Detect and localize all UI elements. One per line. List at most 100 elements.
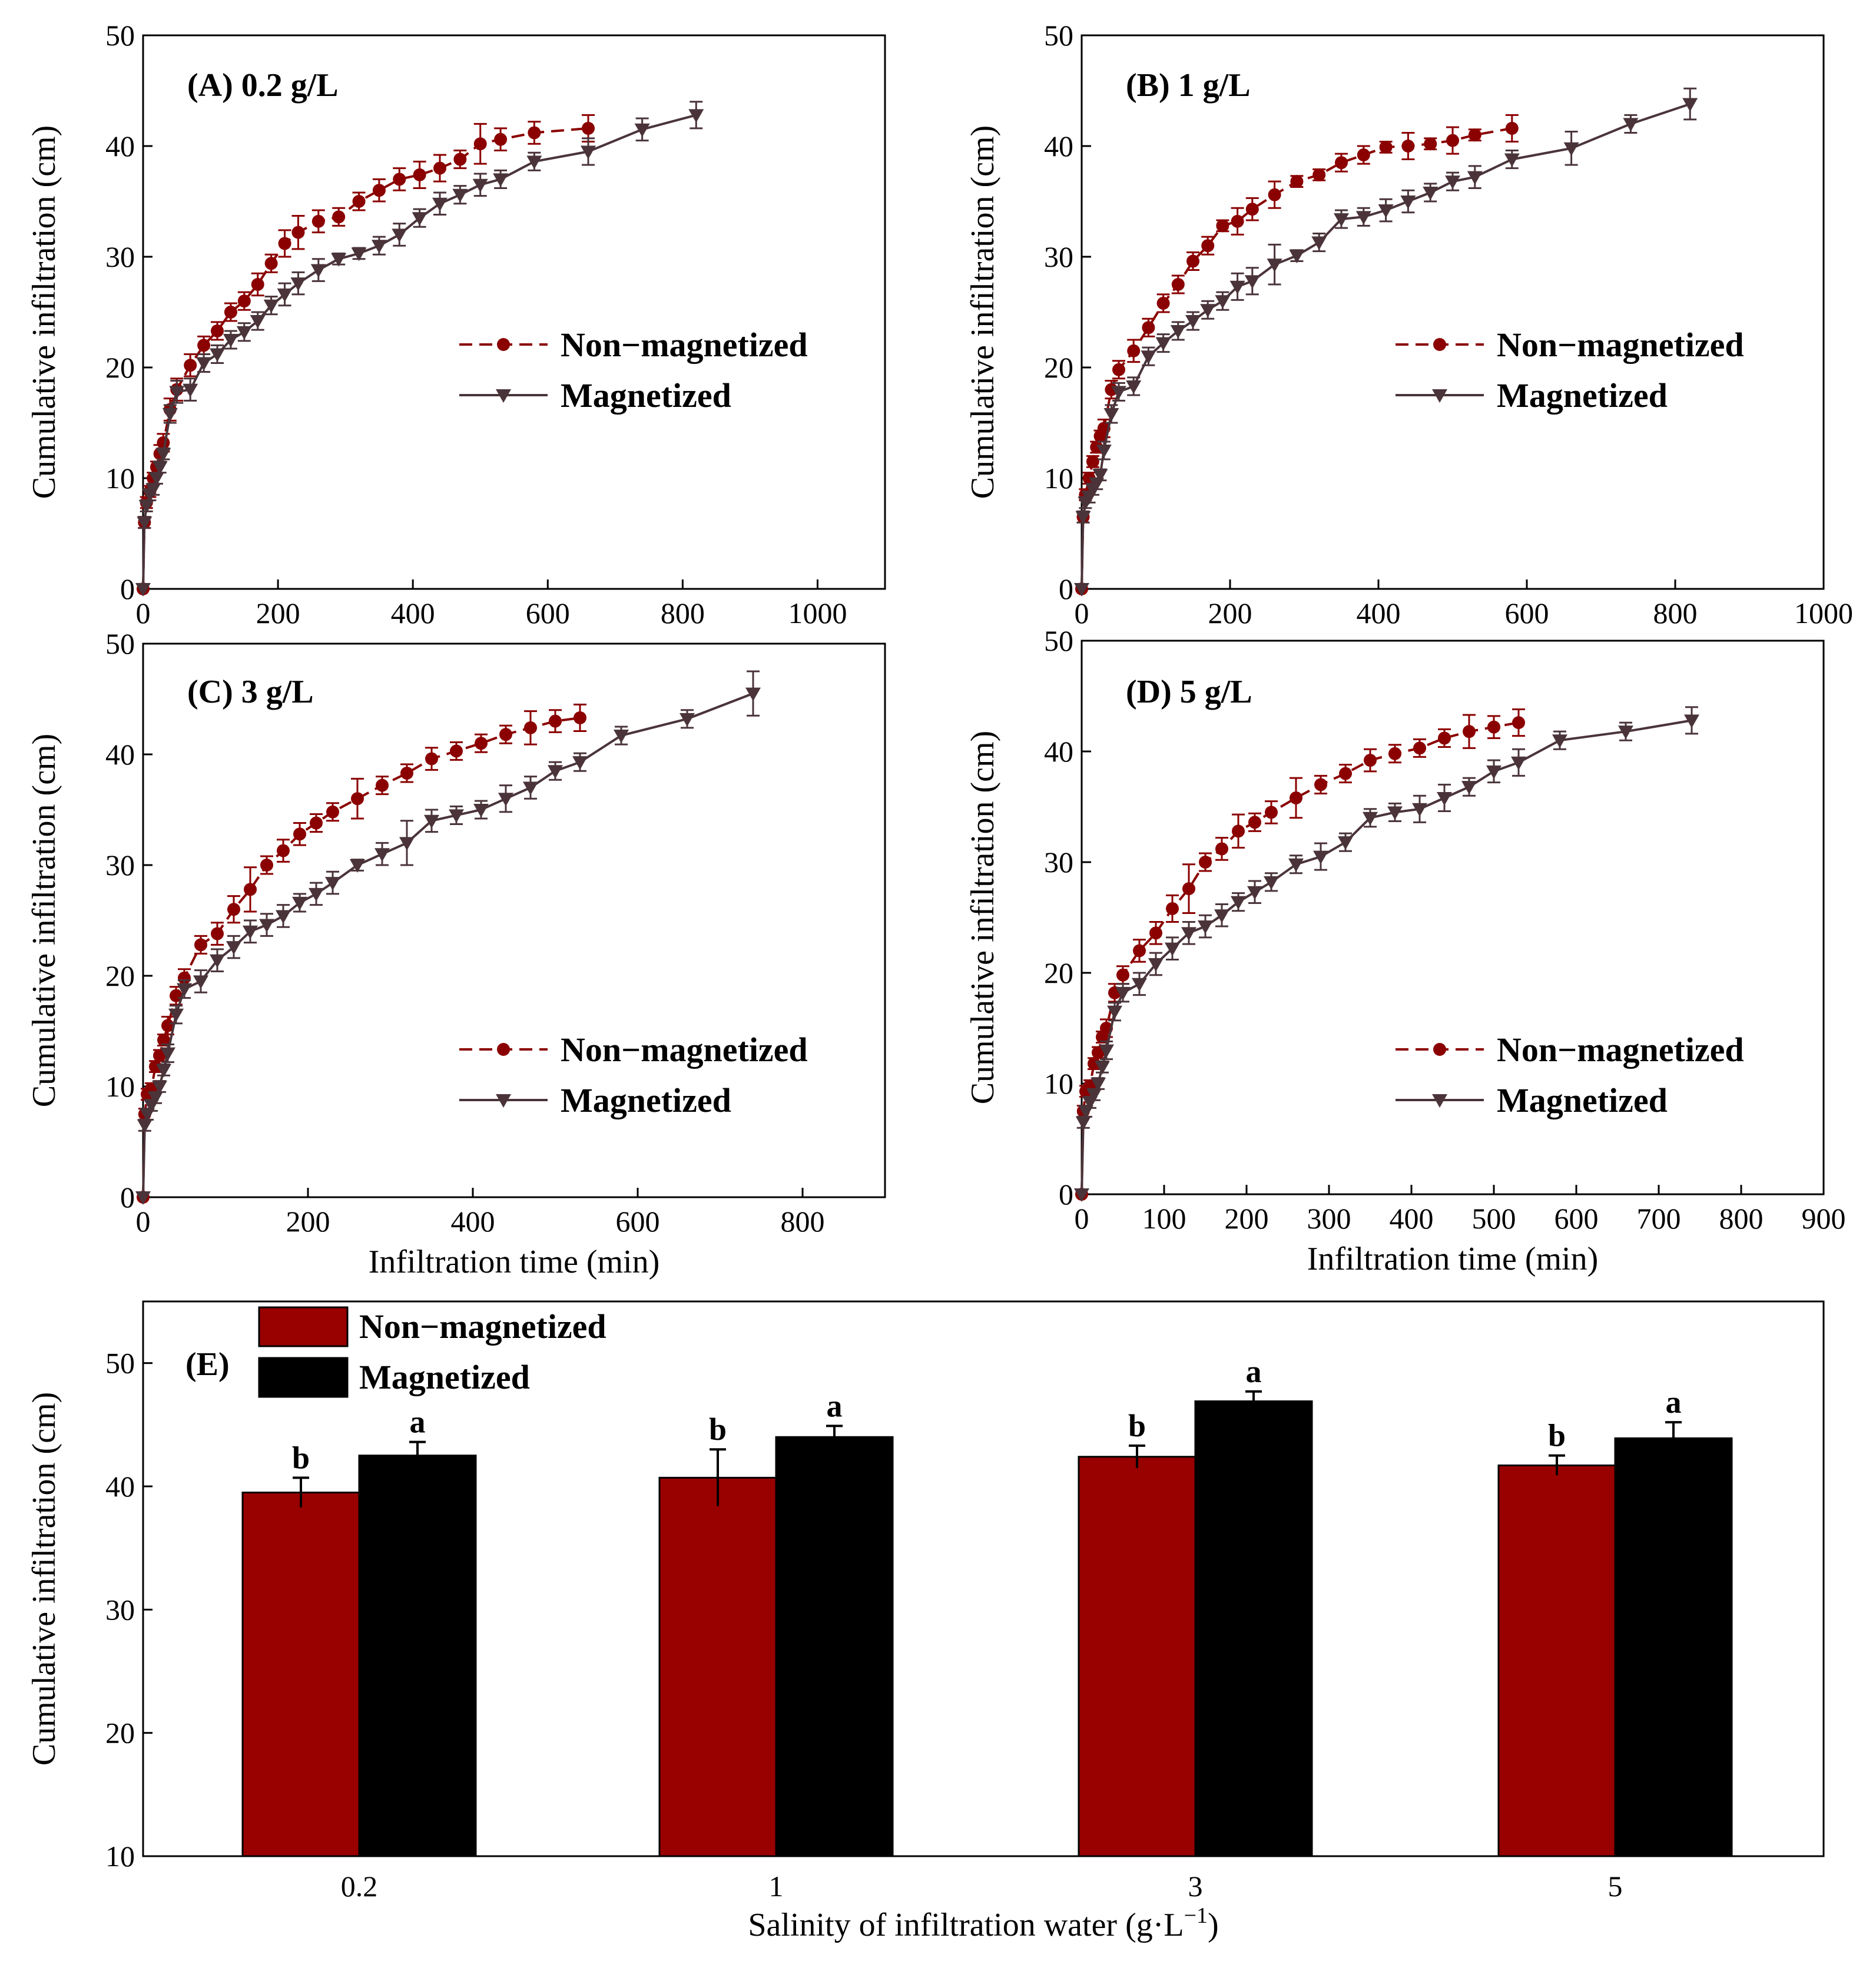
y-tick-label: 50 bbox=[105, 1347, 135, 1380]
data-point bbox=[614, 730, 629, 744]
data-point bbox=[1112, 363, 1125, 376]
data-point bbox=[1511, 756, 1526, 770]
y-tick-label: 20 bbox=[1044, 351, 1073, 384]
x-tick-label: 1000 bbox=[788, 597, 847, 630]
y-axis-label: Cumulative infiltration (cm) bbox=[26, 125, 62, 499]
y-axis-label: Cumulative infiltration (cm) bbox=[26, 734, 62, 1108]
bar bbox=[775, 1436, 894, 1857]
data-point bbox=[1091, 1078, 1106, 1091]
data-point bbox=[196, 357, 212, 371]
data-point bbox=[1198, 920, 1213, 935]
data-point bbox=[309, 887, 324, 902]
data-point bbox=[211, 324, 224, 337]
data-point bbox=[292, 896, 307, 910]
bar-non-magnetized: b bbox=[1078, 1408, 1196, 1857]
y-tick-label: 10 bbox=[105, 462, 135, 495]
x-axis-label: Infiltration time (min) bbox=[369, 1244, 660, 1280]
data-point bbox=[137, 1119, 153, 1133]
data-point bbox=[493, 173, 509, 187]
y-tick-label: 50 bbox=[105, 19, 135, 52]
legend-marker bbox=[496, 1094, 511, 1108]
data-point bbox=[1142, 321, 1155, 334]
data-point bbox=[1437, 791, 1452, 806]
data-point bbox=[1487, 720, 1500, 734]
x-tick-label: 400 bbox=[391, 597, 435, 630]
y-tick-label: 40 bbox=[105, 1470, 135, 1503]
data-point bbox=[1290, 791, 1302, 804]
data-point bbox=[1215, 295, 1231, 309]
data-point bbox=[1248, 816, 1261, 829]
y-tick-label: 0 bbox=[120, 572, 135, 605]
x-tick-label: 0.2 bbox=[341, 1870, 378, 1903]
y-tick-label: 20 bbox=[105, 959, 135, 992]
data-point bbox=[351, 792, 364, 806]
y-tick-label: 20 bbox=[105, 1717, 135, 1750]
legend-label: Magnetized bbox=[1497, 1081, 1668, 1119]
y-tick-label: 0 bbox=[120, 1181, 135, 1214]
bar-magnetized: a bbox=[775, 1388, 894, 1857]
data-point bbox=[260, 859, 273, 872]
y-tick-label: 30 bbox=[1044, 846, 1073, 879]
data-point bbox=[1401, 140, 1415, 153]
data-point bbox=[1446, 134, 1459, 147]
x-tick-label: 3 bbox=[1188, 1870, 1203, 1903]
data-point bbox=[169, 386, 185, 400]
data-point bbox=[1156, 296, 1170, 310]
data-point bbox=[1092, 469, 1108, 483]
y-tick-label: 10 bbox=[105, 1070, 135, 1103]
data-point bbox=[145, 483, 161, 497]
data-point bbox=[224, 306, 237, 319]
data-point bbox=[1461, 781, 1477, 795]
data-point bbox=[372, 184, 386, 197]
data-point bbox=[210, 954, 225, 968]
legend: Non−magnetized Magnetized bbox=[459, 1031, 808, 1119]
data-point bbox=[1247, 886, 1262, 900]
data-point bbox=[433, 161, 446, 175]
data-point bbox=[1290, 175, 1304, 188]
y-tick-label: 30 bbox=[105, 849, 135, 882]
series-magnetized bbox=[1074, 706, 1699, 1202]
x-tick-label: 700 bbox=[1637, 1202, 1681, 1235]
significance-letter: b bbox=[1128, 1408, 1146, 1443]
data-point bbox=[250, 315, 266, 329]
series-non-magnetized bbox=[137, 114, 595, 595]
panel-A: 0 200 400 600 800 1000 0 10 20 30 40 50 Cumulative i… bbox=[26, 19, 886, 630]
data-point bbox=[331, 253, 347, 267]
legend-marker bbox=[1433, 338, 1446, 351]
significance-letter: a bbox=[827, 1388, 843, 1423]
bar-magnetized: a bbox=[1194, 1354, 1313, 1857]
data-point bbox=[1149, 926, 1162, 940]
data-point bbox=[325, 877, 340, 891]
data-point bbox=[149, 1060, 162, 1074]
data-point bbox=[1412, 803, 1427, 817]
data-point bbox=[153, 1049, 166, 1062]
bar bbox=[1078, 1456, 1196, 1857]
data-point bbox=[1186, 254, 1199, 268]
data-point bbox=[1086, 455, 1099, 468]
data-point bbox=[1074, 583, 1089, 597]
y-tick-label: 50 bbox=[1044, 624, 1073, 657]
y-tick-label: 30 bbox=[1044, 240, 1073, 273]
data-point bbox=[1288, 858, 1304, 872]
x-tick-label: 600 bbox=[616, 1205, 660, 1238]
y-tick-label: 50 bbox=[1044, 19, 1073, 52]
data-point bbox=[1141, 350, 1156, 365]
series-magnetized bbox=[135, 670, 761, 1205]
data-point bbox=[526, 155, 542, 170]
data-point bbox=[374, 848, 390, 862]
panel-B: 0 200 400 600 800 1000 0 10 20 30 40 50 Cumulative i… bbox=[964, 19, 1853, 630]
data-point bbox=[1185, 315, 1201, 329]
bar-non-magnetized: b bbox=[658, 1412, 777, 1857]
data-point bbox=[499, 728, 512, 741]
data-point bbox=[1468, 128, 1481, 142]
series-non-magnetized bbox=[1075, 708, 1525, 1201]
x-tick-label: 0 bbox=[1075, 597, 1089, 630]
y-tick-label: 30 bbox=[105, 1593, 135, 1626]
panel-E: 10 20 30 40 50 Cumulative infiltration (cm) Sa… bbox=[26, 1300, 1825, 1943]
data-point bbox=[452, 188, 468, 203]
plot-frame bbox=[1080, 34, 1825, 590]
data-point bbox=[1075, 511, 1091, 525]
data-point bbox=[548, 765, 563, 779]
x-tick-label: 900 bbox=[1802, 1202, 1846, 1235]
bar-non-magnetized: b bbox=[241, 1440, 360, 1857]
